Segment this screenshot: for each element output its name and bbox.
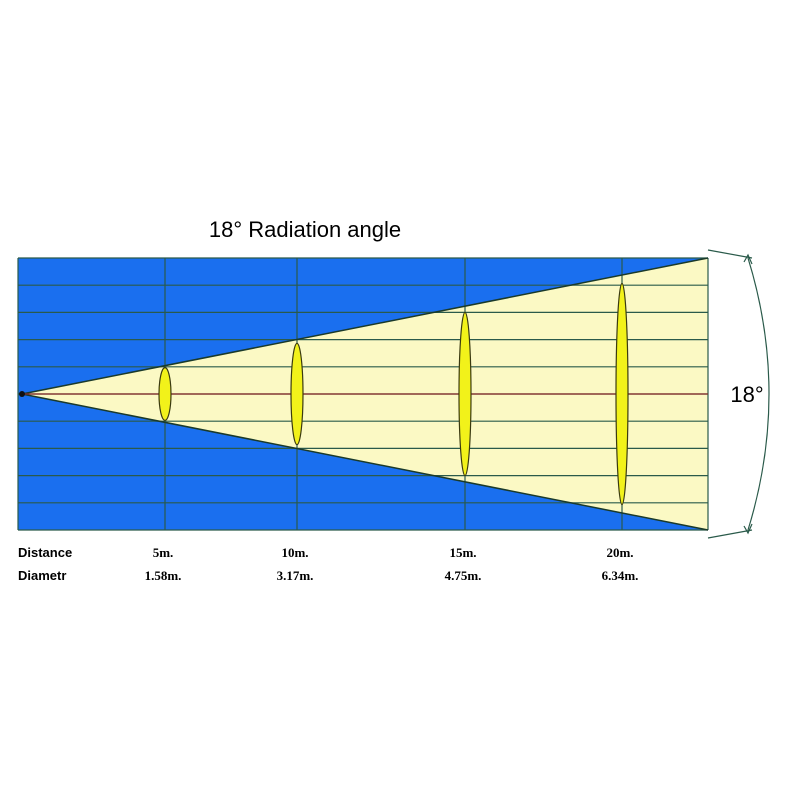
distance-label: 5m. <box>153 545 174 560</box>
distance-label: 10m. <box>281 545 308 560</box>
source <box>19 391 25 397</box>
column-labels: 5m. 1.58m. 10m. 3.17m. 15m. 4.75m. 20m. 6.34m. <box>145 545 639 583</box>
diameter-label: 6.34m. <box>602 568 639 583</box>
beam-edge <box>21 257 709 395</box>
diameter-label: 4.75m. <box>445 568 482 583</box>
beam-spot <box>615 282 629 506</box>
angle-arc <box>747 257 770 531</box>
distance-label: 20m. <box>606 545 633 560</box>
row-label: Distance <box>18 545 72 560</box>
diameter-label: 3.17m. <box>277 568 314 583</box>
diameter-label: 1.58m. <box>145 568 182 583</box>
row-label: Diametr <box>18 568 66 583</box>
beam-spot <box>290 342 304 446</box>
beam-edge <box>21 393 709 531</box>
angle-line <box>707 529 753 539</box>
arrow-head <box>743 523 753 535</box>
angle-line <box>707 249 753 259</box>
spots <box>158 282 629 506</box>
arrow-head <box>743 253 753 265</box>
beam-spot <box>458 311 472 477</box>
distance-label: 15m. <box>449 545 476 560</box>
title: 18° Radiation angle <box>209 217 401 242</box>
beam-spot <box>158 367 172 421</box>
angle-label: 18° <box>730 382 763 407</box>
